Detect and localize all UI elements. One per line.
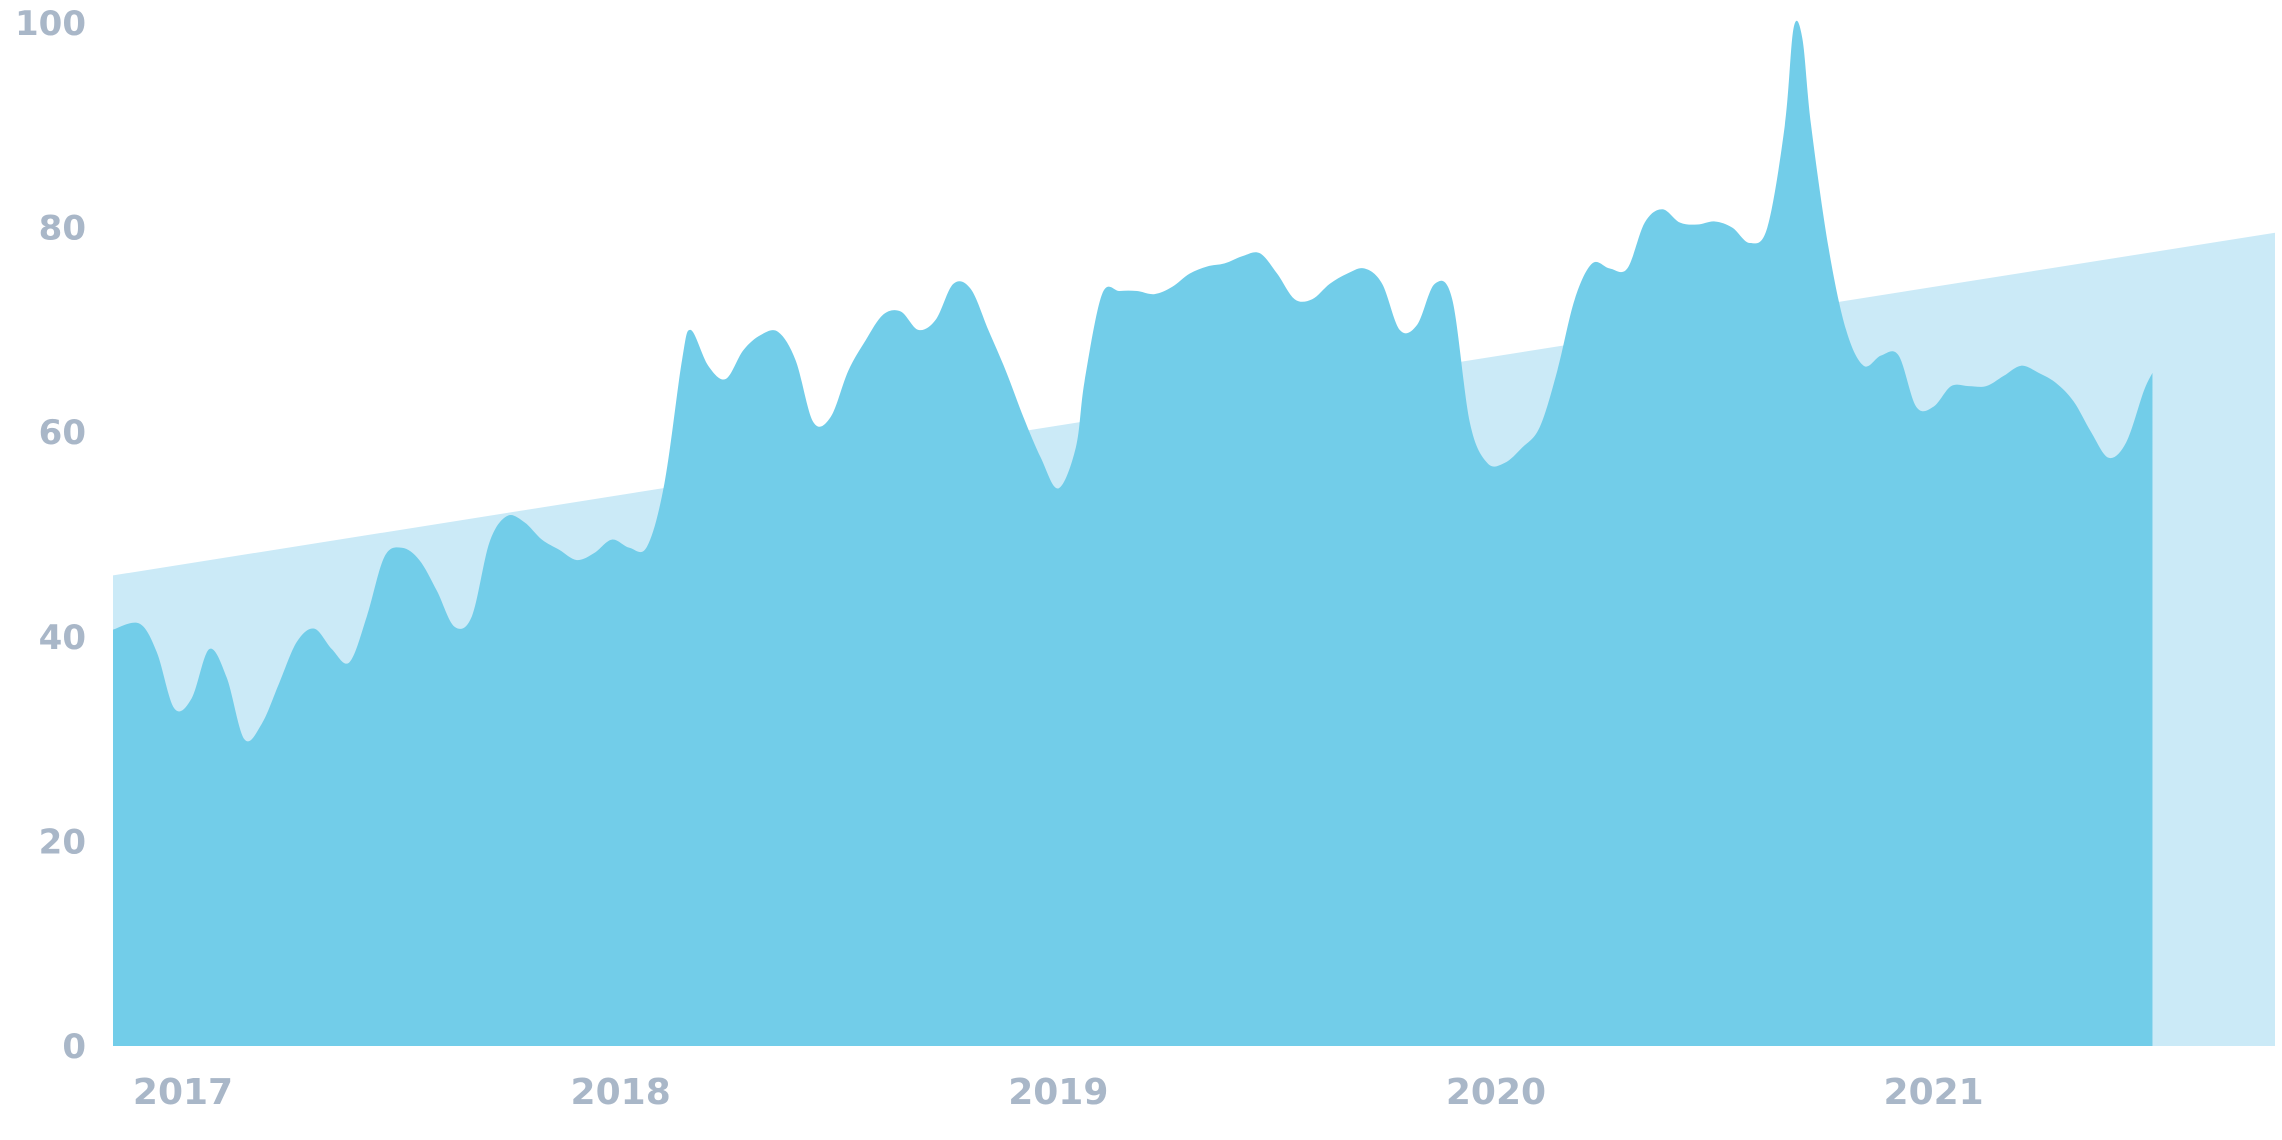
y-tick-label: 60 bbox=[39, 413, 86, 453]
x-tick-label: 2017 bbox=[133, 1072, 233, 1113]
series-layer bbox=[113, 20, 2153, 1047]
x-tick-label: 2018 bbox=[571, 1072, 671, 1113]
series-area bbox=[113, 20, 2153, 1047]
x-tick-label: 2020 bbox=[1446, 1072, 1546, 1113]
x-tick-label: 2021 bbox=[1884, 1072, 1984, 1113]
x-tick-label: 2019 bbox=[1008, 1072, 1108, 1113]
y-tick-label: 40 bbox=[39, 618, 86, 658]
y-tick-label: 80 bbox=[39, 209, 86, 249]
y-tick-label: 100 bbox=[15, 4, 86, 44]
y-tick-label: 20 bbox=[39, 822, 86, 862]
y-axis: 0 20 40 60 80 100 bbox=[15, 4, 86, 1067]
y-tick-label: 0 bbox=[62, 1027, 86, 1067]
x-axis: 2017 2018 2019 2020 2021 bbox=[133, 1072, 1984, 1113]
